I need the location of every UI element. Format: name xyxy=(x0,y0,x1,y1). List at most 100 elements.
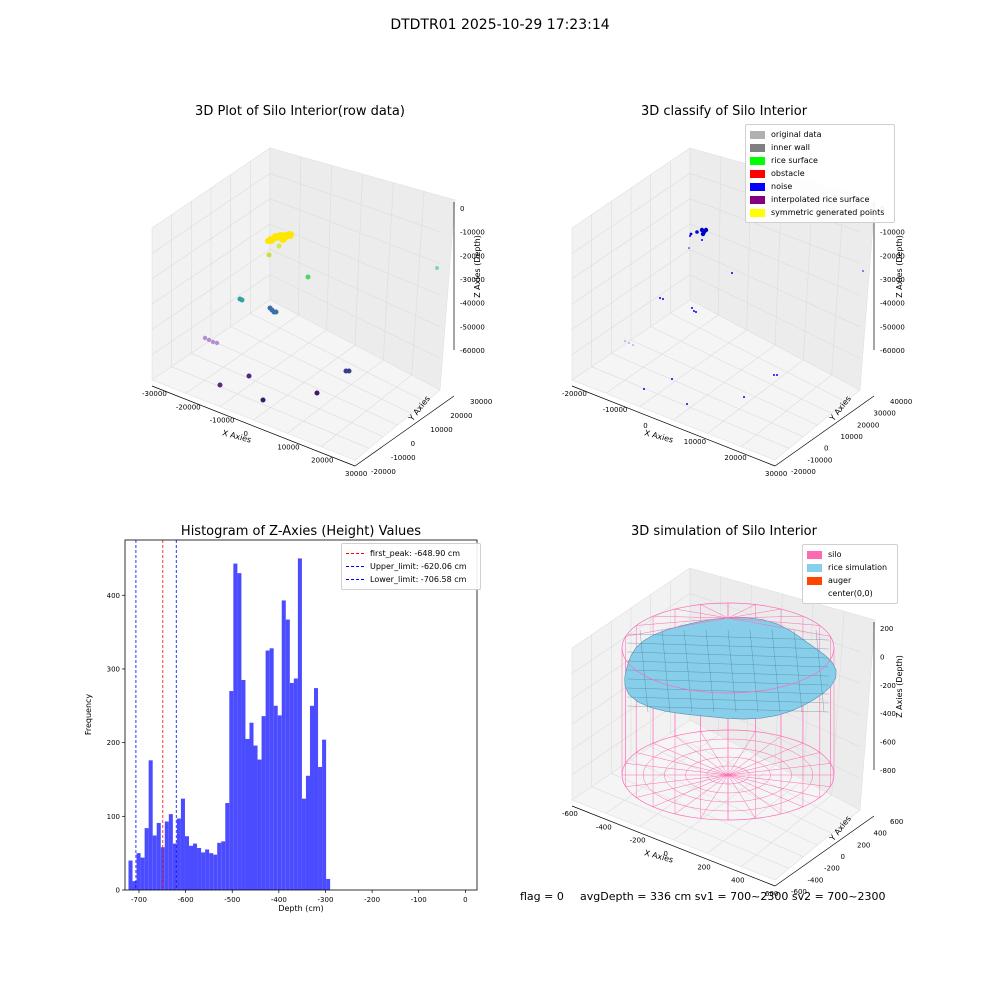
rice-mesh-line xyxy=(627,678,829,686)
classify-data-point xyxy=(701,239,703,241)
rice-mesh-line xyxy=(627,696,829,704)
histogram-bar xyxy=(160,847,165,890)
simulation-legend-item: auger xyxy=(807,574,893,587)
histogram-bar xyxy=(176,818,181,890)
silo-bottom-spoke xyxy=(727,774,820,798)
histogram-bar xyxy=(152,835,157,890)
silo-bottom-spoke xyxy=(727,731,756,776)
silo-bottom-spoke xyxy=(727,774,782,815)
simulation-legend-swatch xyxy=(807,589,822,598)
silo-top-spoke xyxy=(727,617,820,626)
raw-y-axis xyxy=(354,395,455,467)
simulation-z-tick-label: -600 xyxy=(880,739,896,747)
simulation-x-tick-label: -400 xyxy=(596,823,612,831)
classify-z-tick-label: -30000 xyxy=(880,276,905,284)
silo-bottom-spoke xyxy=(700,774,729,819)
silo-bottom-spoke xyxy=(700,731,729,776)
classify-x-tick-label: 30000 xyxy=(765,470,787,478)
simulation-y-tick-label: -200 xyxy=(824,865,840,873)
silo-top-spoke xyxy=(727,617,831,637)
classify-legend-item: noise xyxy=(750,180,890,193)
simulation-legend-label: silo xyxy=(828,550,842,559)
raw-x-tick-label: 30000 xyxy=(345,470,367,478)
silo-top-spoke xyxy=(636,617,729,626)
histogram-bar xyxy=(305,775,310,890)
silo-bottom-spoke xyxy=(625,774,729,787)
histogram-bar xyxy=(233,563,238,890)
raw-z-tick-label: -10000 xyxy=(460,229,485,237)
histogram-x-tick-label: -700 xyxy=(131,896,147,904)
histogram-x-tick-label: 0 xyxy=(463,896,467,904)
classify-legend-label: original data xyxy=(771,130,822,139)
classify-y-tick-label: 30000 xyxy=(874,410,896,418)
histogram-bar xyxy=(309,705,315,890)
classify-y-tick-label: -10000 xyxy=(808,456,833,464)
raw-z-tick-label: -30000 xyxy=(460,276,485,284)
classify-data-point xyxy=(693,310,695,312)
simulation-x-tick-label: -600 xyxy=(562,810,578,818)
classify-data-point xyxy=(773,374,775,376)
histogram-legend-item: first_peak: -648.90 cm xyxy=(346,547,476,560)
silo-top-spoke xyxy=(625,617,729,637)
histogram-bar xyxy=(326,878,331,890)
histogram-bar xyxy=(132,881,137,890)
simulation-legend-label: auger xyxy=(828,576,852,585)
rice-mesh-line xyxy=(683,629,693,713)
flag-text: flag = 0 xyxy=(520,890,564,903)
histogram-bar xyxy=(140,857,145,890)
classify-data-point xyxy=(862,270,864,272)
raw-y-tick-label: -20000 xyxy=(371,468,396,476)
classify-data-point xyxy=(743,396,745,398)
simulation-y-tick-label: 0 xyxy=(841,853,845,861)
classify-x-tick-label: 0 xyxy=(643,422,647,430)
raw-data-point xyxy=(265,238,271,244)
classify-legend-label: rice surface xyxy=(771,156,818,165)
histogram-bar xyxy=(265,650,270,890)
classify-legend-swatch xyxy=(750,156,765,165)
raw-z-tick-label: -40000 xyxy=(460,300,485,308)
raw-y-tick-label: 10000 xyxy=(430,426,452,434)
histogram-x-tick-label: -200 xyxy=(364,896,380,904)
silo-bottom-spoke xyxy=(636,752,729,776)
rice-mesh-line xyxy=(627,669,829,677)
simulation-x-tick-label: 600 xyxy=(765,890,778,898)
raw-data-point xyxy=(202,335,208,341)
simulation-x-tick-label: 0 xyxy=(664,850,668,858)
raw-z-tick-label: 0 xyxy=(460,205,464,213)
raw-data-point xyxy=(217,382,223,388)
histogram-bar xyxy=(217,842,222,890)
classify-data-point xyxy=(691,307,693,309)
classify-data-point xyxy=(624,340,626,342)
raw-data-point xyxy=(239,297,245,303)
rice-mesh-line xyxy=(771,629,781,713)
classify-3d-plot: -20000 -10000 0 10000 20000 30000 -20000 -10000… xyxy=(562,147,912,478)
histogram-bar xyxy=(144,828,149,890)
classify-legend-swatch xyxy=(750,195,765,204)
simulation-y-tick-label: -400 xyxy=(808,876,824,884)
raw-data-point xyxy=(266,252,272,258)
raw-data-point xyxy=(206,337,212,343)
rice-mesh-line xyxy=(627,651,829,659)
classify-data-point xyxy=(686,403,688,405)
silo-bottom-spoke xyxy=(727,742,804,776)
histogram-bar xyxy=(136,853,141,890)
histogram-x-tick-label: -100 xyxy=(411,896,427,904)
classify-legend-swatch xyxy=(750,208,765,217)
classify-legend-label: inner wall xyxy=(771,143,811,152)
raw-y-tick-label: 30000 xyxy=(470,398,492,406)
raw-x-axis xyxy=(151,385,356,467)
raw-x-tick-label: -10000 xyxy=(210,417,235,425)
histogram-y-tick-label: 300 xyxy=(107,665,120,673)
silo-bottom-spoke xyxy=(652,742,729,776)
raw-x-tick-label: -30000 xyxy=(142,390,167,398)
raw-x-tick-label: 0 xyxy=(244,430,248,438)
histogram-legend-line xyxy=(346,566,364,567)
classify-data-point xyxy=(659,297,661,299)
histogram-bar xyxy=(168,814,173,890)
classify-y-tick-label: -20000 xyxy=(791,468,816,476)
classify-data-point xyxy=(731,272,733,274)
stats-text: avgDepth = 336 cm sv1 = 700~2300 sv2 = 7… xyxy=(580,890,886,903)
histogram-bar xyxy=(297,558,302,890)
classify-legend-swatch xyxy=(750,169,765,178)
